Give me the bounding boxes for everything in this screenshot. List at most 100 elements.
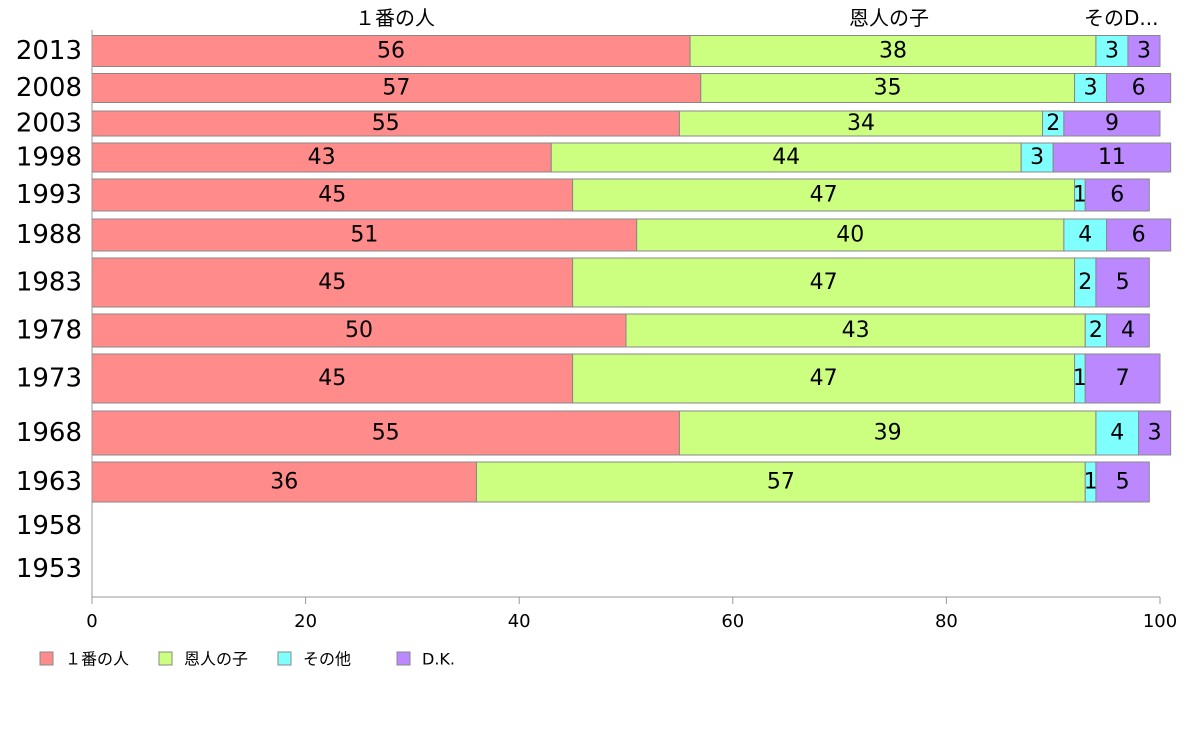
year-label: 1953 <box>16 554 82 584</box>
value-label: 50 <box>345 318 373 343</box>
value-label: 3 <box>1137 39 1151 64</box>
value-label: 4 <box>1121 318 1135 343</box>
bar-segment <box>678 110 1044 137</box>
bar-segment <box>1095 257 1150 308</box>
year-label: 1993 <box>16 180 82 210</box>
bar-segment <box>1138 410 1172 456</box>
bar-segment <box>1127 35 1161 67</box>
year-label: 1973 <box>16 364 82 394</box>
bar-segment <box>475 461 1086 503</box>
bar-segment <box>1095 461 1150 503</box>
top-series-label: 恩人の子 <box>849 6 929 30</box>
bar-segment <box>1063 218 1108 252</box>
value-label: 39 <box>874 421 902 446</box>
value-label: 40 <box>836 223 864 248</box>
bar-segment <box>625 313 1086 348</box>
value-label: 2 <box>1078 270 1092 295</box>
bar-segment <box>1084 178 1150 212</box>
bar-segment <box>572 178 1076 212</box>
value-label: 2 <box>1089 318 1103 343</box>
value-label: 4 <box>1110 421 1124 446</box>
value-label: 6 <box>1132 223 1146 248</box>
value-label: 45 <box>318 183 346 208</box>
bar-segment <box>1106 73 1172 103</box>
value-label: 44 <box>772 145 800 170</box>
value-label: 35 <box>874 76 902 101</box>
bar-segment <box>678 410 1097 456</box>
bar-segment <box>1106 313 1150 348</box>
bar-segment <box>91 35 691 67</box>
value-label: 47 <box>810 366 838 391</box>
value-label: 9 <box>1105 111 1119 136</box>
value-label: 11 <box>1098 145 1126 170</box>
bar-segment <box>1063 110 1161 137</box>
bar-segment <box>91 353 574 404</box>
legend-label: D.K. <box>422 650 455 669</box>
legend-swatch <box>158 651 173 666</box>
value-label: 3 <box>1084 76 1098 101</box>
bar-segment <box>1020 142 1054 173</box>
value-label: 55 <box>372 421 400 446</box>
year-label: 1983 <box>16 268 82 298</box>
legend-label: １番の人 <box>65 650 129 669</box>
bar-segment <box>91 142 552 173</box>
bar-segment <box>1074 73 1108 103</box>
year-labels: 2013 2008 2003 1998 1993 1988 1983 1978 1973 1968… <box>16 36 82 584</box>
legend-swatch <box>396 651 411 666</box>
value-label: 7 <box>1116 366 1130 391</box>
bar-segment <box>91 178 574 212</box>
x-tick-label: 40 <box>508 611 531 632</box>
value-label: 2 <box>1046 111 1060 136</box>
legend-swatch <box>277 651 292 666</box>
top-series-label: １番の人 <box>355 6 435 30</box>
bar-segment <box>572 353 1076 404</box>
value-label: 3 <box>1148 421 1162 446</box>
value-label: 47 <box>810 183 838 208</box>
value-label: 1 <box>1073 183 1087 208</box>
value-label: 5 <box>1116 470 1130 495</box>
legend-label: 恩人の子 <box>184 650 248 669</box>
year-label: 2003 <box>16 109 82 139</box>
bar-segment <box>550 142 1022 173</box>
top-series-label: そのD... <box>1084 6 1158 30</box>
bar-segment <box>1106 218 1172 252</box>
value-label: 6 <box>1132 76 1146 101</box>
bar-segment <box>91 313 627 348</box>
year-label: 1998 <box>16 143 82 173</box>
legend-swatch <box>39 651 54 666</box>
x-tick-label: 0 <box>86 611 97 632</box>
value-label: 45 <box>318 270 346 295</box>
year-label: 1978 <box>16 316 82 346</box>
bar-segment <box>689 35 1097 67</box>
bar-segment <box>1052 142 1172 173</box>
bar-segment <box>91 257 574 308</box>
value-label: 1 <box>1084 470 1098 495</box>
year-label: 1958 <box>16 511 82 541</box>
bar-segment <box>1095 35 1129 67</box>
bar-segment <box>91 73 702 103</box>
x-tick-label: 20 <box>294 611 317 632</box>
value-label: 36 <box>270 470 298 495</box>
value-label: 5 <box>1116 270 1130 295</box>
value-label: 4 <box>1078 223 1092 248</box>
value-label: 3 <box>1030 145 1044 170</box>
value-label: 55 <box>372 111 400 136</box>
value-label: 57 <box>382 76 410 101</box>
bar-segment <box>91 410 680 456</box>
value-label: 43 <box>308 145 336 170</box>
top-labels: １番の人 恩人の子 そのD... <box>355 6 1158 30</box>
value-label: 45 <box>318 366 346 391</box>
x-tick-label: 100 <box>1143 611 1177 632</box>
x-tick-label: 60 <box>721 611 744 632</box>
bar-segment <box>700 73 1076 103</box>
value-label: 43 <box>842 318 870 343</box>
value-label: 1 <box>1073 366 1087 391</box>
legend: １番の人 恩人の子 その他 D.K. <box>39 650 455 669</box>
value-label: 47 <box>810 270 838 295</box>
x-tick-label: 80 <box>935 611 958 632</box>
bar-segment <box>1084 353 1161 404</box>
bar-segment <box>1095 410 1140 456</box>
value-label: 3 <box>1105 39 1119 64</box>
